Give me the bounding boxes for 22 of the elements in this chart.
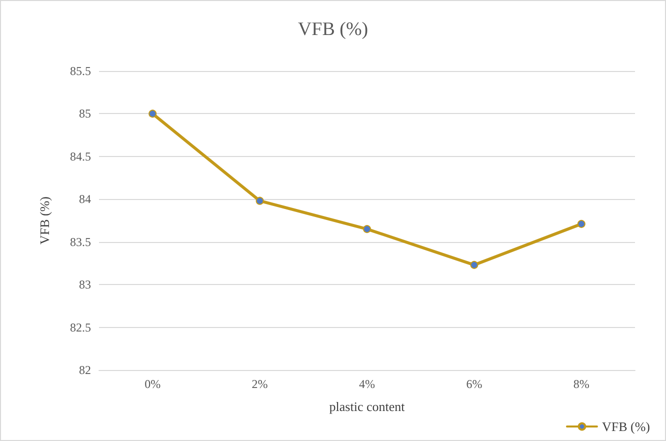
x-axis-title: plastic content bbox=[329, 399, 406, 414]
x-tick-label: 4% bbox=[359, 377, 375, 391]
legend-label: VFB (%) bbox=[602, 419, 650, 434]
y-tick-label: 84.5 bbox=[70, 149, 91, 164]
chart-title: VFB (%) bbox=[298, 19, 368, 40]
y-axis-title: VFB (%) bbox=[37, 196, 52, 245]
point bbox=[577, 220, 586, 228]
x-tick-label: 2% bbox=[252, 377, 268, 391]
y-tick-label: 83.5 bbox=[70, 234, 91, 249]
x-tick-label: 0% bbox=[144, 377, 161, 391]
x-tick-label: 6% bbox=[466, 377, 482, 391]
y-tick-label: 85.5 bbox=[70, 64, 91, 78]
point bbox=[256, 196, 264, 205]
point bbox=[148, 110, 157, 118]
y-tick-label: 82.5 bbox=[70, 320, 91, 334]
y-tick-label: 84 bbox=[79, 192, 91, 206]
y-tick-label: 82 bbox=[79, 363, 91, 377]
y-tick-label: 85 bbox=[79, 106, 91, 121]
x-tick-label: 8% bbox=[573, 377, 590, 391]
point bbox=[470, 260, 478, 269]
point bbox=[363, 225, 371, 234]
y-tick-label: 83 bbox=[79, 278, 91, 292]
